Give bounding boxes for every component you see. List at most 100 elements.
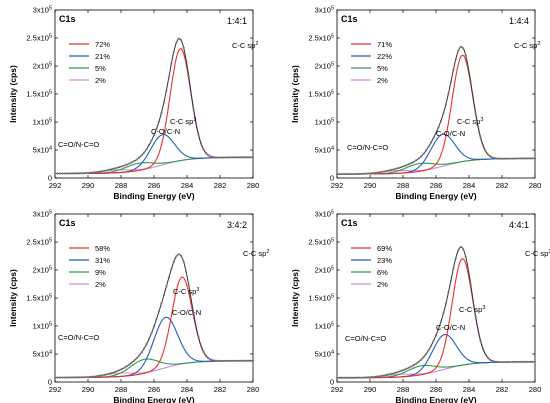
data-point <box>368 376 371 379</box>
data-point <box>145 343 148 346</box>
x-tick-label: 284 <box>181 181 194 190</box>
background-line <box>55 156 253 174</box>
data-point <box>115 370 118 373</box>
data-point <box>108 372 111 375</box>
peak-fit-line <box>337 157 535 175</box>
data-point <box>219 156 222 159</box>
data-point <box>234 156 237 159</box>
data-point <box>53 172 57 175</box>
data-point <box>479 339 482 342</box>
data-point <box>457 49 460 52</box>
data-point <box>185 59 188 62</box>
data-point <box>355 376 358 379</box>
data-point <box>343 172 346 176</box>
data-point <box>217 359 220 362</box>
data-point <box>447 291 450 294</box>
data-point <box>486 153 490 156</box>
x-tick-label: 286 <box>148 181 161 190</box>
legend-entry: 31% <box>95 256 110 265</box>
x-tick-label: 286 <box>430 385 443 394</box>
legend-entry: 6% <box>377 268 388 277</box>
peak-annotation: C=O/N-C=O <box>58 333 99 342</box>
data-point <box>237 359 240 362</box>
y-axis-label: Intensity (cps) <box>8 65 18 123</box>
legend-entry: 22% <box>377 52 392 61</box>
x-tick-label: 282 <box>496 385 509 394</box>
data-point <box>370 375 373 379</box>
data-point <box>432 136 435 139</box>
data-point <box>437 126 440 129</box>
data-point <box>469 283 472 286</box>
data-point <box>177 37 180 40</box>
data-point <box>452 68 455 72</box>
data-point <box>135 357 138 360</box>
data-point <box>531 360 534 363</box>
data-point <box>143 151 146 154</box>
data-point <box>380 170 383 174</box>
peak-annotation: C-C sp3 <box>173 287 199 296</box>
data-point <box>442 312 445 315</box>
data-point <box>152 325 156 328</box>
data-point <box>68 172 71 175</box>
data-point <box>481 144 485 147</box>
data-point <box>197 336 200 339</box>
data-point <box>93 171 96 174</box>
data-point <box>501 157 504 160</box>
legend-entry: 2% <box>377 280 388 289</box>
peak-annotation: C-C sp3 <box>170 117 196 126</box>
data-point <box>71 172 74 175</box>
data-point <box>392 168 396 171</box>
data-point <box>340 376 344 379</box>
data-point <box>202 148 205 151</box>
data-point <box>345 172 348 176</box>
data-point <box>353 376 356 379</box>
y-tick-label: 1.5x105 <box>308 294 334 303</box>
plot-frame <box>336 9 536 179</box>
data-point <box>407 366 410 369</box>
y-tick-label: 2x105 <box>33 266 52 275</box>
data-point <box>526 157 529 160</box>
data-point <box>237 156 240 159</box>
data-point <box>170 268 173 271</box>
data-point <box>489 358 492 362</box>
data-point <box>187 74 190 78</box>
data-point <box>467 267 470 271</box>
data-point <box>365 376 368 379</box>
data-point <box>204 151 208 155</box>
data-point <box>150 331 153 335</box>
data-point <box>392 372 396 375</box>
data-point <box>140 351 143 354</box>
data-point <box>348 376 351 379</box>
data-point <box>469 80 472 83</box>
data-point <box>368 172 371 175</box>
data-point <box>467 65 470 68</box>
y-tick-label: 1.5x105 <box>26 294 52 303</box>
data-point <box>123 164 126 167</box>
data-point <box>140 154 143 157</box>
data-point <box>449 279 452 282</box>
y-tick-label: 0 <box>48 378 52 387</box>
data-point <box>93 375 96 378</box>
x-tick-label: 290 <box>364 181 377 190</box>
data-point <box>182 260 185 264</box>
data-point <box>412 160 415 163</box>
y-tick-label: 1.5x105 <box>308 90 334 99</box>
peak-annotation: C=O/N-C=O <box>58 140 99 149</box>
legend-entry: 23% <box>377 256 392 265</box>
peak-annotation: C-C sp2 <box>243 249 269 258</box>
data-point <box>113 371 116 374</box>
data-point <box>533 360 537 363</box>
panel-title: C1s <box>341 14 358 24</box>
data-point <box>373 375 376 378</box>
data-point <box>476 125 480 128</box>
data-point <box>194 122 198 125</box>
data-point <box>454 256 457 260</box>
y-tick-label: 1x105 <box>315 118 334 127</box>
data-point <box>348 172 351 176</box>
data-point <box>365 172 368 175</box>
data-point <box>432 339 435 342</box>
data-point <box>152 134 156 137</box>
data-point <box>175 41 178 45</box>
y-axis-label: Intensity (cps) <box>8 269 18 327</box>
